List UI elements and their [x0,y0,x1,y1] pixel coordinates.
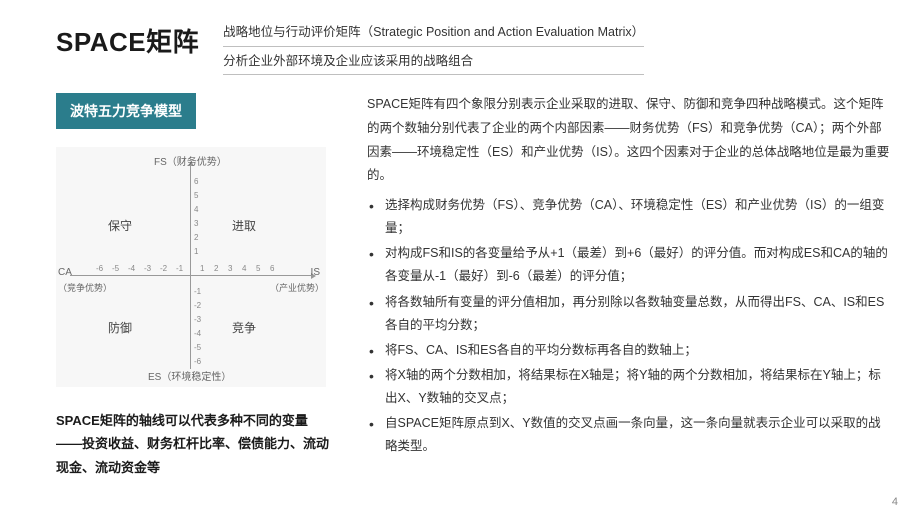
list-item: 将X轴的两个分数相加，将结果标在X轴是；将Y轴的两个分数相加，将结果标在Y轴上；… [385,364,890,410]
list-item: 自SPACE矩阵原点到X、Y数值的交叉点画一条向量，这一条向量就表示企业可以采取… [385,412,890,458]
model-badge: 波特五力竞争模型 [56,93,196,129]
list-item: 对构成FS和IS的各变量给予从+1（最差）到+6（最好）的评分值。而对构成ES和… [385,242,890,288]
quadrant-ll: 防御 [108,319,132,336]
quadrant-lr: 竞争 [232,319,256,336]
intro-paragraph: SPACE矩阵有四个象限分别表示企业采取的进取、保守、防御和竞争四种战略模式。这… [367,93,890,188]
axis-bottom-label: ES（环境稳定性） [148,368,231,383]
list-item: 将FS、CA、IS和ES各自的平均分数标再各自的数轴上； [385,339,890,362]
axis-top-label: FS（财务优势） [154,153,227,168]
list-item: 将各数轴所有变量的评分值相加，再分别除以各数轴变量总数，从而得出FS、CA、IS… [385,291,890,337]
subtitle-1: 战略地位与行动评价矩阵（Strategic Position and Actio… [223,24,644,47]
diagram-caption: SPACE矩阵的轴线可以代表多种不同的变量——投资收益、财务杠杆比率、偿债能力、… [56,409,331,479]
page-number: 4 [892,496,898,508]
space-matrix-diagram: FS（财务优势） ES（环境稳定性） CA （竞争优势） IS （产业优势） 保… [56,147,326,387]
axis-right-bottom: （产业优势） [270,281,324,294]
axis-right-top: IS [311,267,320,278]
quadrant-ur: 进取 [232,217,256,234]
subtitle-block: 战略地位与行动评价矩阵（Strategic Position and Actio… [223,22,644,75]
axis-left-top: CA [58,267,72,278]
page-title: SPACE矩阵 [56,22,199,59]
axis-left-bottom: （竞争优势） [58,281,112,294]
list-item: 选择构成财务优势（FS）、竞争优势（CA）、环境稳定性（ES）和产业优势（IS）… [385,194,890,240]
quadrant-ul: 保守 [108,217,132,234]
subtitle-2: 分析企业外部环境及企业应该采用的战略组合 [223,53,644,76]
steps-list: 选择构成财务优势（FS）、竞争优势（CA）、环境稳定性（ES）和产业优势（IS）… [367,194,890,458]
